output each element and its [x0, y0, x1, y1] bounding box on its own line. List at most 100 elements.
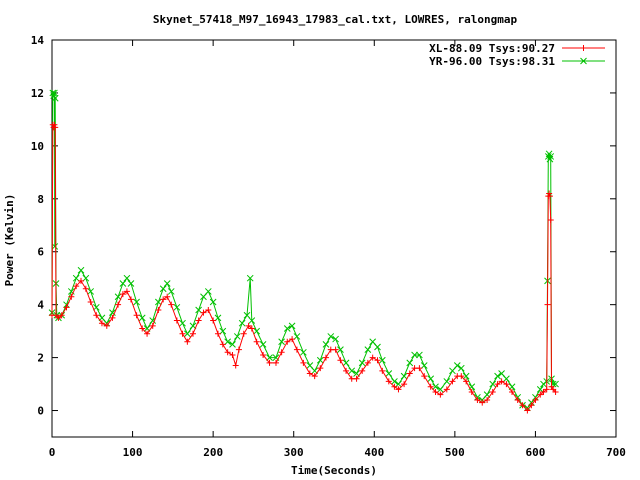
data-point-xl: [82, 285, 89, 292]
data-point-xl: [379, 367, 386, 374]
data-point-yr: [427, 375, 435, 383]
data-point-yr: [123, 274, 131, 282]
y-tick-label: 4: [37, 299, 44, 312]
data-point-yr: [259, 341, 267, 348]
data-point-xl: [306, 370, 313, 377]
data-point-xl: [364, 359, 371, 366]
data-point-xl: [266, 359, 273, 366]
plot-area-frame: [51, 39, 617, 438]
data-point-xl: [479, 399, 486, 406]
data-point-yr: [378, 356, 386, 364]
data-point-xl: [200, 309, 207, 316]
data-point-xl: [103, 322, 110, 329]
data-point-xl: [51, 121, 58, 128]
data-point-xl: [359, 367, 366, 374]
data-point-yr: [233, 333, 241, 340]
y-tick-label: 10: [31, 140, 44, 153]
data-point-xl: [374, 357, 381, 364]
data-point-yr: [82, 274, 90, 282]
legend-marker: [580, 45, 587, 51]
data-point-xl: [205, 306, 212, 313]
data-point-xl: [245, 322, 252, 329]
data-point-yr: [358, 359, 366, 367]
data-point-yr: [184, 330, 191, 338]
y-tick-label: 14: [31, 34, 45, 47]
data-point-xl: [123, 288, 130, 295]
data-point-yr: [214, 314, 222, 322]
data-point-xl: [78, 277, 85, 284]
data-point-yr: [536, 386, 544, 393]
data-point-yr: [342, 359, 350, 367]
data-point-yr: [306, 362, 314, 369]
data-point-yr: [364, 346, 372, 354]
legend-marker: [580, 57, 587, 65]
data-point-xl: [179, 330, 186, 337]
data-point-yr: [209, 298, 217, 306]
data-point-yr: [138, 314, 146, 322]
data-point-yr: [149, 317, 157, 324]
data-point-yr: [238, 319, 246, 327]
data-point-xl: [133, 312, 140, 319]
data-point-xl: [494, 381, 501, 388]
data-point-xl: [293, 346, 300, 353]
y-tick-label: 0: [37, 405, 44, 418]
data-point-yr: [167, 288, 175, 295]
data-point-xl: [498, 378, 505, 385]
data-point-yr: [420, 362, 428, 369]
data-point-xl: [240, 330, 247, 337]
data-point-xl: [87, 299, 94, 306]
data-point-yr: [332, 335, 339, 343]
series-xl: [49, 121, 559, 414]
data-point-yr: [87, 288, 95, 295]
data-point-yr: [163, 280, 171, 287]
data-point-xl: [437, 391, 444, 398]
data-point-yr: [432, 383, 439, 391]
data-point-xl: [300, 359, 307, 366]
data-point-xl: [332, 346, 339, 353]
data-point-yr: [114, 293, 122, 301]
data-point-xl: [149, 322, 156, 329]
data-point-xl: [343, 367, 350, 374]
data-point-yr: [489, 380, 497, 388]
data-point-yr: [443, 378, 451, 385]
data-point-xl: [173, 317, 180, 324]
data-point-xl: [55, 314, 62, 321]
data-point-yr: [293, 333, 301, 340]
data-point-yr: [253, 327, 261, 335]
data-point-xl: [58, 312, 65, 319]
data-point-xl: [406, 370, 413, 377]
data-point-yr: [457, 364, 465, 372]
data-point-yr: [200, 293, 207, 301]
data-point-xl: [524, 407, 531, 414]
data-point-xl: [219, 341, 226, 348]
data-point-xl: [353, 375, 360, 382]
data-point-yr: [453, 362, 461, 369]
data-point-xl: [468, 389, 475, 396]
data-point-yr: [385, 370, 393, 377]
data-point-xl: [229, 351, 236, 358]
data-point-xl: [537, 391, 544, 398]
data-point-xl: [190, 330, 196, 337]
data-point-xl: [546, 193, 553, 200]
data-point-yr: [449, 367, 456, 375]
data-point-xl: [155, 306, 162, 313]
data-point-xl: [503, 381, 510, 388]
data-point-yr: [400, 372, 408, 380]
data-point-xl: [278, 349, 285, 356]
data-point-yr: [374, 343, 381, 351]
data-point-yr: [51, 89, 58, 97]
data-point-yr: [266, 354, 273, 361]
data-point-yr: [288, 322, 296, 330]
data-point-xl: [232, 362, 239, 369]
data-point-xl: [458, 373, 465, 380]
data-point-yr: [406, 359, 414, 367]
data-point-xl: [544, 301, 551, 308]
x-tick-label: 600: [525, 446, 545, 459]
data-point-xl: [210, 317, 217, 324]
data-point-yr: [204, 288, 212, 295]
data-point-xl: [144, 330, 151, 337]
data-point-yr: [462, 372, 470, 380]
data-point-xl: [119, 291, 126, 298]
data-point-yr: [179, 319, 186, 327]
x-tick-label: 400: [364, 446, 384, 459]
